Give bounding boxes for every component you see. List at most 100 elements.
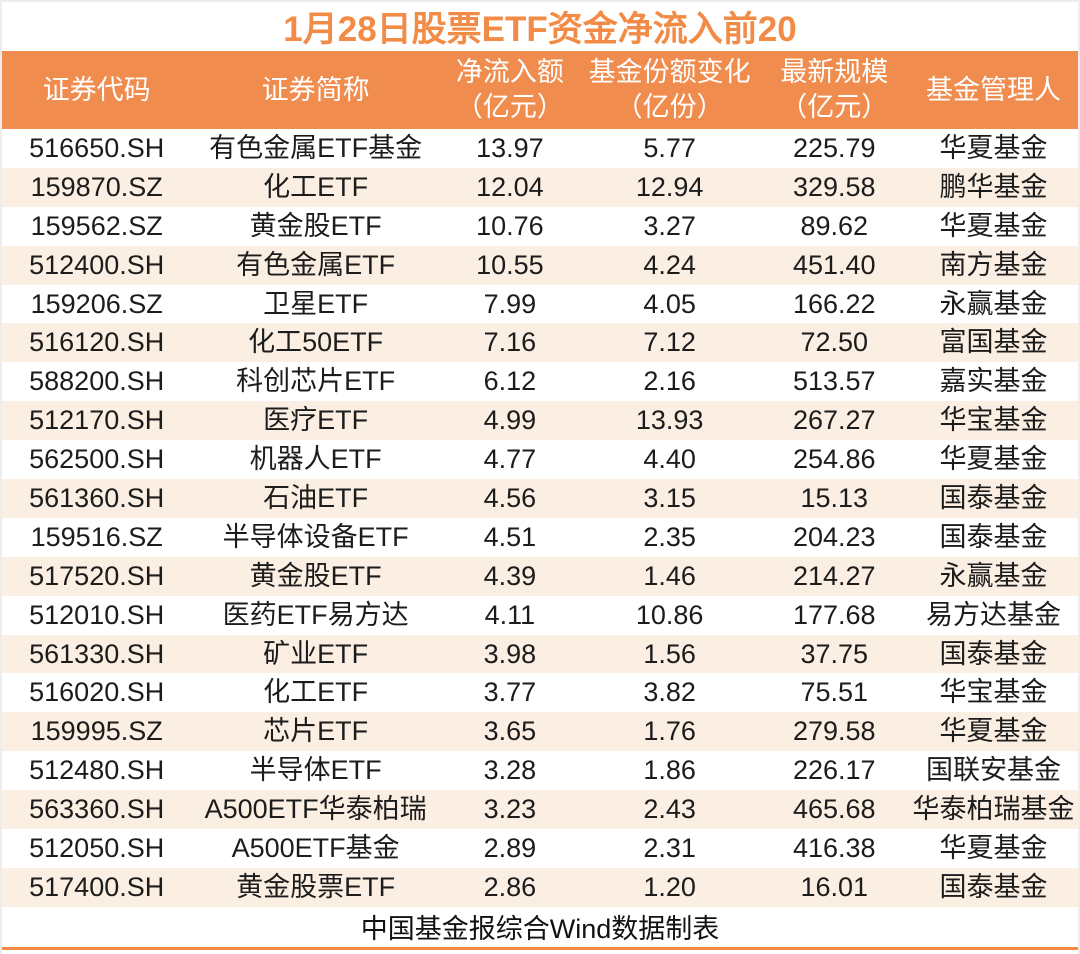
share-change-cell: 13.93 xyxy=(635,405,704,436)
col-header-unit: （亿份） xyxy=(615,92,724,122)
fund-manager-cell: 华夏基金 xyxy=(939,132,1048,163)
security-code-cell: 516650.SH xyxy=(29,132,165,163)
net-inflow-cell: 7.16 xyxy=(483,327,537,358)
net-inflow-cell: 4.11 xyxy=(484,599,536,630)
bottom-divider xyxy=(2,946,1078,950)
security-code-cell: 159995.SZ xyxy=(30,716,163,747)
col-header-label: 基金份额变化 xyxy=(588,57,751,87)
fund-manager-cell: 国泰基金 xyxy=(939,638,1048,669)
table-row: 512480.SH 半导体ETF 3.28 1.86 226.17 国联安基金 xyxy=(2,751,1078,791)
net-inflow-cell: 4.39 xyxy=(483,560,537,591)
latest-scale-cell: 177.68 xyxy=(792,599,876,630)
security-name-cell: 医疗ETF xyxy=(263,405,369,436)
latest-scale-cell: 72.50 xyxy=(800,327,869,358)
latest-scale-cell: 267.27 xyxy=(792,405,876,436)
fund-manager-cell: 华夏基金 xyxy=(939,444,1048,475)
security-code-cell: 561330.SH xyxy=(29,638,165,669)
latest-scale-cell: 465.68 xyxy=(792,794,876,825)
table-row: 159870.SZ 化工ETF 12.04 12.94 329.58 鹏华基金 xyxy=(2,167,1078,207)
security-name-cell: 黄金股票ETF xyxy=(236,871,396,902)
share-change-cell: 7.12 xyxy=(643,327,696,358)
table-body: 516650.SH 有色金属ETF基金 13.97 5.77 225.79 华夏基金 159… xyxy=(2,129,1078,907)
fund-manager-cell: 国泰基金 xyxy=(939,482,1048,513)
col-header-label: 净流入额 xyxy=(455,57,564,87)
net-inflow-cell: 3.65 xyxy=(483,716,537,747)
net-inflow-cell: 3.23 xyxy=(483,794,537,825)
fund-manager-cell: 永赢基金 xyxy=(939,560,1048,591)
fund-manager-cell: 华夏基金 xyxy=(939,210,1048,241)
table-row: 562500.SH 机器人ETF 4.77 4.40 254.86 华夏基金 xyxy=(2,440,1078,480)
net-inflow-cell: 10.55 xyxy=(476,249,544,280)
security-name-cell: 石油ETF xyxy=(263,482,369,513)
col-header-fund-manager: 基金管理人 xyxy=(909,51,1078,129)
latest-scale-cell: 214.27 xyxy=(792,560,876,591)
security-name-cell: 化工ETF xyxy=(263,171,369,202)
col-header-share-change: 基金份额变化 （亿份） xyxy=(579,51,760,129)
share-change-cell: 2.35 xyxy=(643,521,696,552)
security-code-cell: 562500.SH xyxy=(29,444,165,475)
table-row: 159995.SZ 芯片ETF 3.65 1.76 279.58 华夏基金 xyxy=(2,712,1078,752)
fund-manager-cell: 华宝基金 xyxy=(939,405,1048,436)
share-change-cell: 5.77 xyxy=(643,132,696,163)
security-name-cell: 化工ETF xyxy=(263,677,369,708)
latest-scale-cell: 89.62 xyxy=(800,210,869,241)
security-name-cell: 化工50ETF xyxy=(248,327,384,358)
share-change-cell: 10.86 xyxy=(635,599,704,630)
table-row: 517520.SH 黄金股ETF 4.39 1.46 214.27 永赢基金 xyxy=(2,556,1078,596)
etf-inflow-table: 证券代码 证券简称 净流入额 （亿元） 基金份额变化 （亿份） 最新规模 （亿元… xyxy=(2,51,1078,907)
share-change-cell: 2.16 xyxy=(643,366,696,397)
security-code-cell: 159206.SZ xyxy=(30,288,163,319)
share-change-cell: 1.20 xyxy=(643,871,696,902)
latest-scale-cell: 254.86 xyxy=(792,444,876,475)
col-header-unit: （亿元） xyxy=(455,92,564,122)
net-inflow-cell: 4.99 xyxy=(483,405,537,436)
security-name-cell: 医药ETF易方达 xyxy=(222,599,409,630)
latest-scale-cell: 329.58 xyxy=(792,171,876,202)
latest-scale-cell: 225.79 xyxy=(792,132,876,163)
col-header-net-inflow: 净流入额 （亿元） xyxy=(439,51,580,129)
security-code-cell: 563360.SH xyxy=(29,794,165,825)
security-name-cell: 有色金属ETF基金 xyxy=(209,132,423,163)
share-change-cell: 1.56 xyxy=(643,638,696,669)
fund-manager-cell: 华泰柏瑞基金 xyxy=(912,794,1075,825)
security-code-cell: 512400.SH xyxy=(29,249,165,280)
table-row: 563360.SH A500ETF华泰柏瑞 3.23 2.43 465.68 华泰柏瑞基金 xyxy=(2,790,1078,830)
table-row: 512170.SH 医疗ETF 4.99 13.93 267.27 华宝基金 xyxy=(2,401,1078,441)
col-header-unit: （亿元） xyxy=(780,92,889,122)
latest-scale-cell: 15.13 xyxy=(800,482,869,513)
share-change-cell: 12.94 xyxy=(635,171,704,202)
security-code-cell: 588200.SH xyxy=(29,366,165,397)
net-inflow-cell: 4.56 xyxy=(483,482,537,513)
table-row: 512010.SH 医药ETF易方达 4.11 10.86 177.68 易方达基金 xyxy=(2,595,1078,635)
security-name-cell: 黄金股ETF xyxy=(249,560,382,591)
security-code-cell: 517400.SH xyxy=(29,871,165,902)
fund-manager-cell: 嘉实基金 xyxy=(939,366,1048,397)
share-change-cell: 1.86 xyxy=(643,755,696,786)
net-inflow-cell: 3.98 xyxy=(483,638,537,669)
net-inflow-cell: 4.51 xyxy=(483,521,537,552)
page-title: 1月28日股票ETF资金净流入前20 xyxy=(283,10,797,49)
security-name-cell: A500ETF基金 xyxy=(231,832,400,863)
net-inflow-cell: 13.97 xyxy=(476,132,544,163)
net-inflow-cell: 3.77 xyxy=(483,677,537,708)
table-row: 517400.SH 黄金股票ETF 2.86 1.20 16.01 国泰基金 xyxy=(2,867,1078,907)
net-inflow-cell: 6.12 xyxy=(483,366,537,397)
latest-scale-cell: 204.23 xyxy=(792,521,876,552)
latest-scale-cell: 16.01 xyxy=(800,871,869,902)
security-name-cell: 有色金属ETF xyxy=(236,249,396,280)
share-change-cell: 4.24 xyxy=(643,249,696,280)
security-code-cell: 159562.SZ xyxy=(30,210,163,241)
security-name-cell: 半导体ETF xyxy=(249,755,382,786)
security-code-cell: 517520.SH xyxy=(29,560,165,591)
table-row: 516120.SH 化工50ETF 7.16 7.12 72.50 富国基金 xyxy=(2,323,1078,363)
fund-manager-cell: 永赢基金 xyxy=(939,288,1048,319)
table-row: 588200.SH 科创芯片ETF 6.12 2.16 513.57 嘉实基金 xyxy=(2,362,1078,402)
table-header: 证券代码 证券简称 净流入额 （亿元） 基金份额变化 （亿份） 最新规模 （亿元… xyxy=(2,51,1078,129)
table-row: 159516.SZ 半导体设备ETF 4.51 2.35 204.23 国泰基金 xyxy=(2,517,1078,557)
fund-manager-cell: 华宝基金 xyxy=(939,677,1048,708)
col-header-latest-scale: 最新规模 （亿元） xyxy=(759,51,910,129)
fund-manager-cell: 国泰基金 xyxy=(939,521,1048,552)
fund-manager-cell: 华夏基金 xyxy=(939,716,1048,747)
net-inflow-cell: 4.77 xyxy=(483,444,537,475)
table-row: 516020.SH 化工ETF 3.77 3.82 75.51 华宝基金 xyxy=(2,673,1078,713)
